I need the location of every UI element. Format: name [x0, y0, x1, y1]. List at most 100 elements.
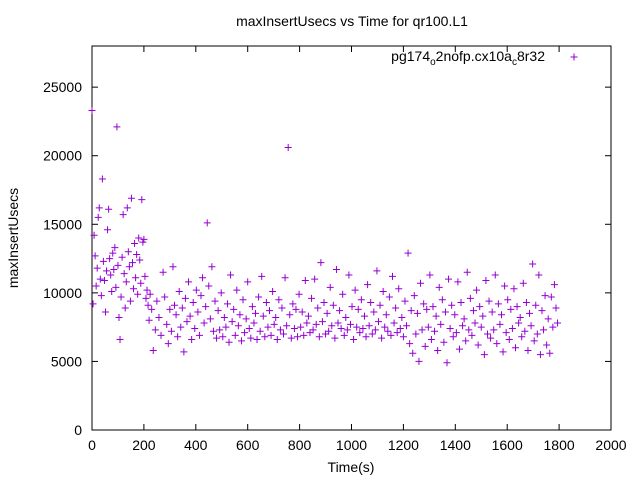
data-point	[491, 271, 499, 279]
data-point	[457, 298, 465, 306]
data-point	[300, 331, 308, 339]
data-point	[292, 305, 300, 313]
data-point	[191, 325, 199, 333]
data-point	[421, 342, 429, 350]
data-point	[376, 301, 384, 309]
data-point	[258, 272, 266, 280]
data-point	[225, 338, 233, 346]
data-point	[479, 312, 487, 320]
data-point	[140, 235, 148, 243]
x-tick-label: 800	[288, 437, 312, 453]
data-point	[427, 335, 435, 343]
data-point	[284, 143, 292, 151]
data-point	[311, 275, 319, 283]
legend-marker-glyph	[570, 53, 578, 61]
data-point	[390, 319, 398, 327]
data-point	[508, 325, 516, 333]
data-point	[446, 325, 454, 333]
data-point	[488, 308, 496, 316]
data-point	[90, 231, 98, 239]
data-point	[459, 322, 467, 330]
data-point	[116, 335, 124, 343]
data-point	[410, 292, 418, 300]
data-point	[121, 304, 129, 312]
legend-label-subscript: c	[512, 57, 517, 68]
data-point	[186, 312, 194, 320]
data-point	[194, 308, 202, 316]
data-point	[346, 320, 354, 328]
data-point	[264, 323, 272, 331]
y-tick-label: 5000	[51, 353, 82, 369]
data-point	[283, 322, 291, 330]
y-axis-ticks: 0 5000 10000 15000 20000 25000	[43, 79, 611, 438]
data-point	[148, 305, 156, 313]
data-point	[371, 326, 379, 334]
data-point	[236, 311, 244, 319]
data-point	[524, 346, 532, 354]
data-point	[314, 304, 322, 312]
data-point	[208, 263, 216, 271]
data-point	[544, 315, 552, 323]
data-point	[269, 287, 277, 295]
data-point	[303, 319, 311, 327]
data-point	[231, 331, 239, 339]
data-point	[550, 281, 558, 289]
data-point	[172, 311, 180, 319]
data-point	[519, 279, 527, 287]
data-point	[177, 323, 185, 331]
data-point	[91, 252, 99, 260]
data-point	[505, 335, 513, 343]
data-point	[185, 278, 193, 286]
data-point	[259, 312, 267, 320]
data-point	[365, 322, 373, 330]
data-point	[473, 286, 481, 294]
data-point	[214, 307, 222, 315]
data-point	[106, 255, 114, 263]
data-point	[407, 307, 415, 315]
data-point	[308, 294, 316, 302]
data-point	[251, 309, 259, 317]
data-point	[373, 267, 381, 275]
data-point	[382, 311, 390, 319]
data-point	[248, 303, 256, 311]
data-point	[426, 271, 434, 279]
data-point	[535, 271, 543, 279]
x-tick-label: 200	[132, 437, 156, 453]
data-point	[178, 304, 186, 312]
data-point	[166, 305, 174, 313]
legend-marker	[570, 53, 578, 61]
data-point	[110, 266, 118, 274]
data-point	[336, 307, 344, 315]
data-point	[216, 326, 224, 334]
data-point	[134, 290, 142, 298]
data-point	[93, 264, 101, 272]
data-point	[469, 307, 477, 315]
data-point	[163, 320, 171, 328]
data-point	[468, 331, 476, 339]
data-point	[385, 293, 393, 301]
data-point	[267, 331, 275, 339]
data-point	[438, 296, 446, 304]
data-point	[325, 327, 333, 335]
data-point	[507, 305, 515, 313]
x-tick-label: 1200	[388, 437, 419, 453]
data-point	[94, 213, 102, 221]
data-point	[378, 334, 386, 342]
data-point	[536, 351, 544, 359]
data-point	[304, 312, 312, 320]
data-point	[112, 283, 120, 291]
data-point	[515, 319, 523, 327]
legend-label-subscript: o	[430, 57, 436, 68]
y-tick-label: 0	[74, 422, 82, 438]
data-point	[200, 319, 208, 327]
data-point	[348, 303, 356, 311]
data-point	[445, 275, 453, 283]
data-point	[540, 326, 548, 334]
data-point	[417, 279, 425, 287]
data-point	[120, 270, 128, 278]
data-point	[381, 323, 389, 331]
data-point	[211, 297, 219, 305]
data-point	[115, 314, 123, 322]
data-point	[242, 315, 250, 323]
data-point	[334, 319, 342, 327]
